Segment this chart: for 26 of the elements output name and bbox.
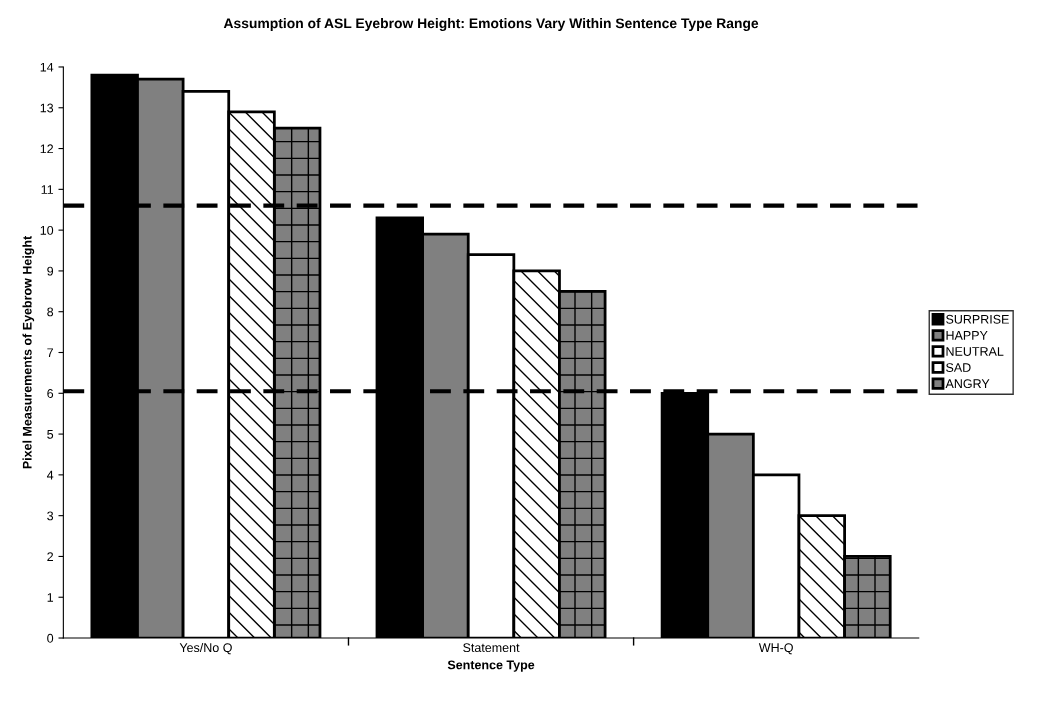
y-tick-label: 6 — [47, 389, 54, 398]
chart-title: Assumption of ASL Eyebrow Height: Emotions Vary Within Sentence Type Range — [223, 18, 759, 32]
y-tick-label: 1 — [47, 593, 54, 602]
legend-label: SURPRISE — [946, 314, 1009, 324]
x-axis-title: Sentence Type — [447, 660, 535, 672]
legend-label: ANGRY — [945, 379, 990, 389]
y-tick-label: 10 — [40, 225, 54, 235]
y-tick-label: 13 — [40, 103, 54, 113]
y-tick-label: 3 — [47, 511, 54, 521]
x-tick-label: WH-Q — [758, 643, 793, 655]
y-tick-label: 14 — [40, 62, 54, 72]
y-tick-label: 9 — [47, 266, 54, 276]
y-tick-label: 8 — [47, 307, 54, 317]
legend-label: HAPPY — [946, 331, 988, 340]
y-tick-label: 12 — [40, 144, 54, 154]
y-tick-label: 7 — [47, 348, 54, 358]
y-tick-label: 0 — [47, 633, 54, 643]
x-tick-label: Statement — [463, 643, 520, 653]
y-tick-label: 2 — [47, 552, 54, 561]
y-tick-label: 5 — [47, 430, 54, 439]
x-tick-label: Yes/No Q — [179, 642, 232, 655]
y-axis-title: Pixel Measurements of Eyebrow Height — [22, 235, 35, 469]
legend-label: SAD — [946, 363, 971, 372]
legend-label: NEUTRAL — [946, 347, 1004, 356]
y-tick-label: 4 — [46, 470, 54, 480]
y-tick-label: 11 — [41, 185, 54, 194]
